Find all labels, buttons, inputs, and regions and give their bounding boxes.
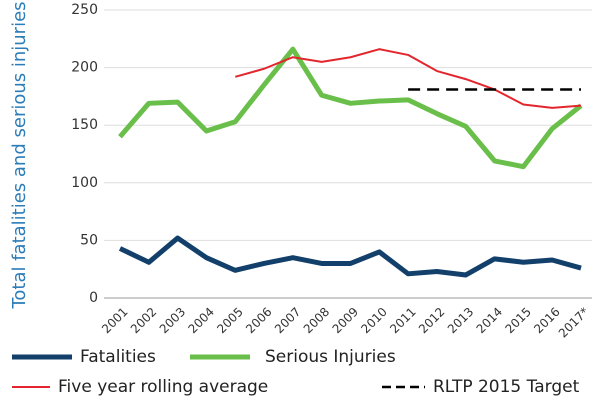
x-tick-label: 2014 <box>474 305 505 336</box>
y-tick-label: 150 <box>71 117 98 133</box>
x-tick-label: 2004 <box>186 305 217 336</box>
x-tick-label: 2007 <box>272 305 303 336</box>
x-tick-label: 2008 <box>301 305 332 336</box>
series-line <box>118 235 582 278</box>
x-tick-label: 2015 <box>502 305 533 336</box>
legend-label: RLTP 2015 Target <box>433 377 580 397</box>
x-tick-label: 2010 <box>358 305 389 336</box>
x-tick-label: 2013 <box>445 305 476 336</box>
x-tick-label: 2011 <box>387 305 418 336</box>
x-tick-label: 2009 <box>330 305 361 336</box>
y-tick-label: 200 <box>71 60 98 76</box>
x-tick-label: 2003 <box>157 305 188 336</box>
x-tick-label: 2017* <box>556 305 592 341</box>
y-tick-label: 250 <box>71 2 98 18</box>
x-tick-label: 2002 <box>128 305 159 336</box>
y-tick-label: 100 <box>71 175 98 191</box>
x-tick-label: 2006 <box>243 305 274 336</box>
x-tick-label: 2012 <box>416 305 447 336</box>
y-tick-label: 50 <box>80 232 98 248</box>
x-tick-label: 2005 <box>214 305 245 336</box>
legend-label: Fatalities <box>80 347 156 367</box>
y-tick-label: 0 <box>89 290 98 306</box>
series-line <box>118 46 583 170</box>
y-axis-label: Total fatalities and serious injuries <box>9 1 30 309</box>
x-tick-label: 2001 <box>99 305 130 336</box>
legend-label: Serious Injuries <box>265 347 396 367</box>
legend-label: Five year rolling average <box>58 377 268 397</box>
series-line <box>234 48 582 109</box>
